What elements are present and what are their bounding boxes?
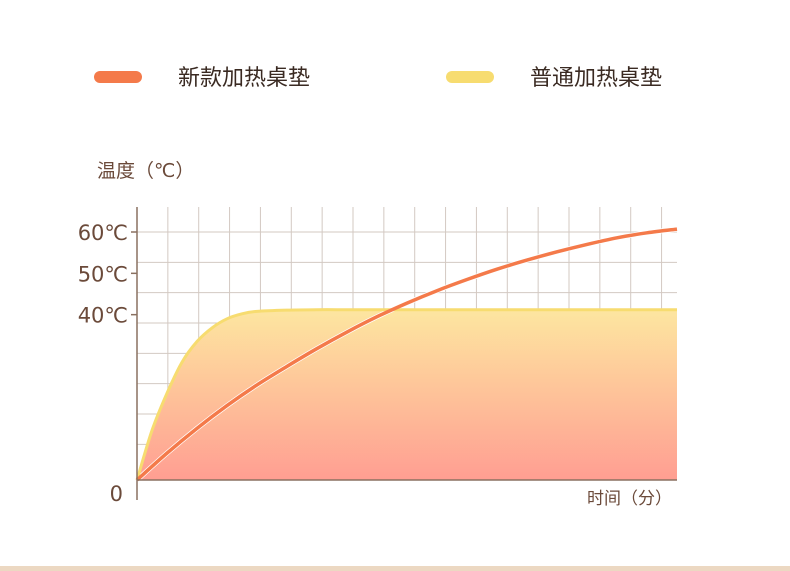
y-tick-label: 50℃ <box>78 262 128 286</box>
bottom-divider <box>0 566 790 571</box>
y-ticks: 0 40℃ 50℃ 60℃ <box>78 221 137 506</box>
y-tick-label: 40℃ <box>78 304 128 328</box>
y-tick-label: 0 <box>110 482 123 506</box>
legend: 新款加热桌垫 普通加热桌垫 <box>94 66 662 91</box>
y-tick-label: 60℃ <box>78 221 128 245</box>
y-axis-title: 温度（℃） <box>97 160 194 182</box>
x-axis-title: 时间（分） <box>587 489 672 509</box>
series-line-normal <box>135 308 677 481</box>
legend-label-normal: 普通加热桌垫 <box>530 66 662 91</box>
series-line-new <box>135 227 678 482</box>
legend-label-new: 新款加热桌垫 <box>178 66 310 91</box>
normal-series-area <box>137 309 677 480</box>
axes <box>136 207 677 500</box>
